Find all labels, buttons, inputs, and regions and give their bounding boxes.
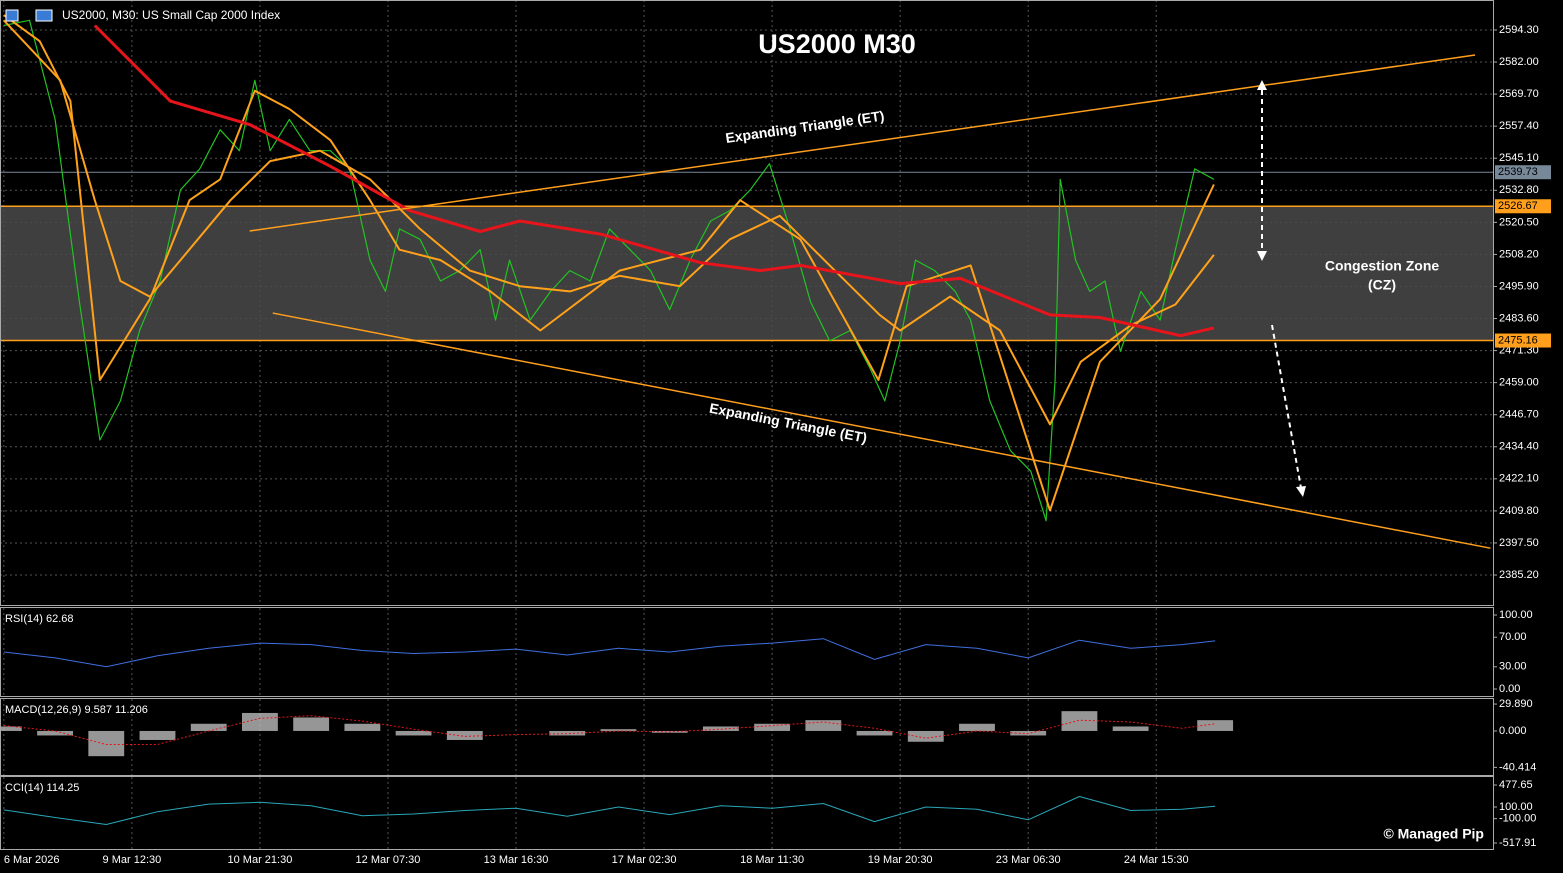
price-line (3, 19, 1215, 522)
price-tag-label: 2475.16 (1498, 334, 1538, 346)
arrow-heads (1257, 80, 1306, 497)
histogram-bar (1197, 720, 1234, 731)
histogram-bar (446, 730, 483, 740)
y-tick-label: 2594.30 (1499, 24, 1539, 36)
y-tick-label: 100.00 (1499, 609, 1533, 621)
rsi-frame (0, 607, 1494, 697)
x-tick-label: 23 Mar 06:30 (996, 854, 1061, 866)
histogram-bar (37, 730, 73, 736)
signal-line (3, 715, 1216, 745)
x-tick-label: 19 Mar 20:30 (868, 854, 933, 866)
indicator-label: CCI(14) 114.25 (5, 782, 79, 794)
price-tag (1495, 165, 1551, 180)
symbol-icons (5, 9, 53, 22)
histogram-bar (1112, 726, 1149, 731)
indicator-line (3, 638, 1216, 668)
moving-average (3, 19, 1215, 426)
arrows (1261, 90, 1302, 489)
y-tick-label: 29.890 (1499, 698, 1533, 710)
histogram-bar (856, 730, 893, 736)
chart-title: US2000 M30 (758, 29, 916, 59)
histogram-bar (242, 712, 278, 731)
y-tick-label: 2397.50 (1499, 537, 1539, 549)
histogram-bar (293, 717, 330, 731)
x-tick-label: 24 Mar 15:30 (1124, 854, 1189, 866)
indicator-label: RSI(14) 62.68 (5, 613, 73, 625)
macd-frame (0, 698, 1494, 776)
histogram-bar (344, 723, 381, 731)
x-tick-label: 13 Mar 16:30 (484, 854, 549, 866)
histogram-bar (395, 730, 432, 736)
histogram-bar (805, 720, 842, 731)
y-tick-label: 2557.40 (1499, 120, 1539, 132)
arrow-head (1257, 80, 1267, 90)
x-tick-label: 17 Mar 02:30 (612, 854, 677, 866)
cci-frame (0, 776, 1494, 850)
y-tick-label: 2508.20 (1499, 248, 1539, 260)
y-tick-label: 0.00 (1499, 683, 1520, 695)
indicator-label: MACD(12,26,9) 9.587 11.206 (5, 704, 148, 716)
arrow-head (1296, 486, 1306, 497)
y-tick-label: -100.00 (1499, 813, 1536, 825)
y-tick-label: 2446.70 (1499, 409, 1539, 421)
symbol-header: US2000, M30: US Small Cap 2000 Index (62, 8, 280, 22)
arrow (1271, 324, 1302, 489)
moving-average (93, 24, 1215, 338)
y-tick-label: -517.91 (1499, 837, 1536, 849)
icon (35, 9, 53, 22)
histogram-bar (907, 730, 944, 742)
histogram-bar (549, 730, 586, 736)
price-tag-label: 2539.73 (1498, 166, 1538, 178)
y-tick-label: 2582.00 (1499, 56, 1539, 68)
histogram-bar (190, 723, 227, 731)
y-tick-label: 2422.10 (1499, 473, 1539, 485)
histogram-bar (1061, 711, 1098, 731)
y-tick-label: 2520.50 (1499, 216, 1539, 228)
icon (5, 9, 19, 22)
main-frame (0, 0, 1494, 606)
price-tag-label: 2526.67 (1498, 200, 1538, 212)
y-tick-label: 477.65 (1499, 779, 1533, 791)
annotation: Congestion Zone (1325, 258, 1440, 274)
y-tick-label: 2385.20 (1499, 569, 1539, 581)
y-tick-label: 70.00 (1499, 631, 1527, 643)
histogram-bar (88, 730, 125, 757)
histogram-bar (0, 726, 22, 731)
y-tick-label: 100.00 (1499, 801, 1533, 813)
indicator-line (3, 796, 1216, 825)
price-tag (1495, 199, 1551, 214)
arrow-head (1257, 251, 1267, 261)
histogram-bar (754, 723, 791, 731)
y-tick-label: 2434.40 (1499, 441, 1539, 453)
x-tick-label: 18 Mar 11:30 (740, 854, 804, 866)
moving-average (3, 14, 1215, 512)
y-tick-label: 2569.70 (1499, 88, 1539, 100)
x-tick-label: 9 Mar 12:30 (103, 854, 162, 866)
y-tick-label: 0.000 (1499, 725, 1527, 737)
y-tick-label: 2545.10 (1499, 152, 1539, 164)
y-tick-label: 30.00 (1499, 661, 1527, 673)
histogram-bar (139, 730, 176, 740)
y-tick-label: 2532.80 (1499, 184, 1539, 196)
x-tick-label: 10 Mar 21:30 (228, 854, 293, 866)
y-tick-label: 2409.80 (1499, 505, 1539, 517)
trendline (272, 312, 1491, 549)
y-tick-label: 2483.60 (1499, 312, 1539, 324)
credit: © Managed Pip (1383, 826, 1484, 842)
histogram-bar (959, 723, 995, 731)
y-tick-label: -40.414 (1499, 761, 1536, 773)
histogram-bar (600, 729, 637, 731)
x-tick-label: 6 Mar 2026 (4, 854, 60, 866)
trendline (249, 54, 1476, 232)
price-tag (1495, 333, 1551, 348)
y-tick-label: 2495.90 (1499, 280, 1539, 292)
annotation: (CZ) (1368, 277, 1396, 293)
x-tick-label: 12 Mar 07:30 (356, 854, 421, 866)
congestion-zone (0, 206, 1493, 341)
y-tick-label: 2459.00 (1499, 377, 1539, 389)
